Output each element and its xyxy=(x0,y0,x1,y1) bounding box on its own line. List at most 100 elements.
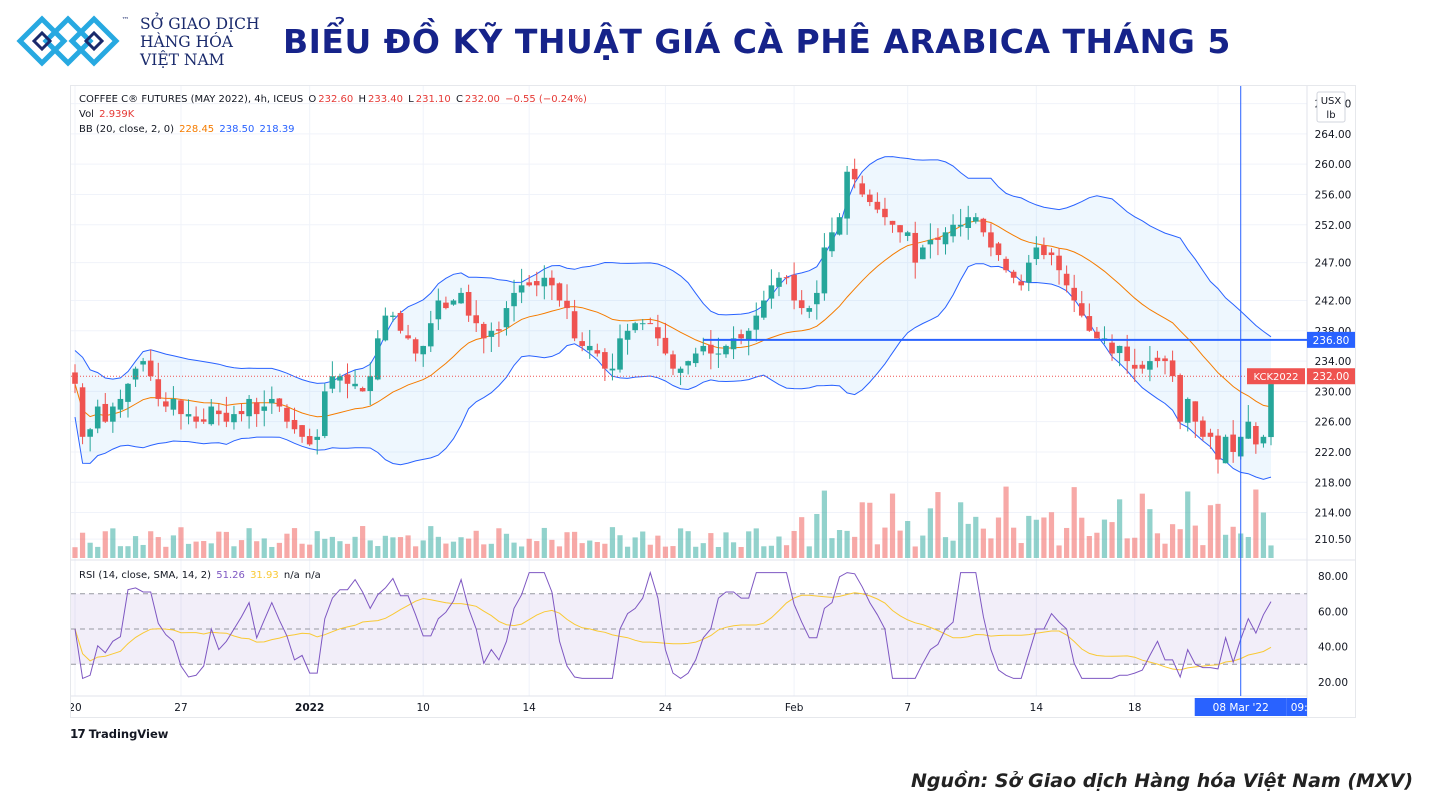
currency-label: USX xyxy=(1321,96,1342,107)
candle-body-46 xyxy=(420,345,427,355)
time-label-0: 20 xyxy=(71,702,82,714)
volume-bar-142 xyxy=(1147,509,1153,558)
volume-bar-44 xyxy=(405,535,411,558)
volume-bar-95 xyxy=(791,530,797,558)
candle-body-97 xyxy=(806,308,813,312)
volume-bar-128 xyxy=(1041,517,1047,558)
candle-body-93 xyxy=(776,277,782,287)
candle-body-60 xyxy=(526,282,532,286)
volume-bar-79 xyxy=(670,546,676,558)
volume-bar-71 xyxy=(609,527,616,558)
volume-bar-129 xyxy=(1048,512,1055,558)
candle-body-143 xyxy=(1154,357,1161,362)
volume-bar-50 xyxy=(450,541,457,558)
last-price-bg xyxy=(1307,368,1355,385)
legend-h-label: H xyxy=(358,94,366,105)
volume-bar-145 xyxy=(1169,524,1176,558)
candle-body-71 xyxy=(609,368,616,371)
volume-bar-110 xyxy=(905,521,911,558)
price-tick-12: 260.00 xyxy=(1315,159,1352,171)
candle-body-55 xyxy=(488,330,495,337)
volume-bar-1 xyxy=(79,532,86,558)
volume-bar-31 xyxy=(307,544,313,558)
cursor-date: 08 Mar '22 xyxy=(1213,702,1269,714)
volume-bar-2 xyxy=(87,542,93,558)
candle-body-33 xyxy=(321,391,328,437)
candle-body-17 xyxy=(200,419,207,422)
candle-body-31 xyxy=(306,436,313,445)
logo-line-3: VIỆT NAM xyxy=(140,51,225,69)
candle-body-6 xyxy=(117,398,124,410)
volume-bar-0 xyxy=(72,547,78,558)
candle-body-53 xyxy=(473,315,479,324)
volume-bar-149 xyxy=(1200,545,1206,558)
candle-body-99 xyxy=(821,247,828,294)
candle-body-94 xyxy=(783,277,790,279)
candle-body-61 xyxy=(533,281,540,286)
rsi-tick-2: 60.00 xyxy=(1318,606,1348,618)
volume-bar-156 xyxy=(1253,489,1259,558)
volume-bar-7 xyxy=(125,546,131,558)
volume-bar-144 xyxy=(1162,543,1168,558)
volume-bar-119 xyxy=(973,516,979,558)
candle-body-70 xyxy=(602,352,608,369)
candle-body-16 xyxy=(193,416,199,422)
candle-body-102 xyxy=(844,171,850,219)
candle-body-34 xyxy=(329,376,336,389)
candle-body-141 xyxy=(1139,364,1146,369)
logo-line-1: SỞ GIAO DỊCH xyxy=(140,15,260,33)
candle-body-37 xyxy=(352,383,358,387)
volume-bar-51 xyxy=(458,537,464,558)
candle-body-133 xyxy=(1078,303,1085,316)
candle-body-119 xyxy=(972,217,979,222)
candle-body-15 xyxy=(185,414,192,417)
candle-body-5 xyxy=(110,406,116,422)
tradingview-logo: 17 TradingView xyxy=(70,727,169,741)
volume-bar-28 xyxy=(284,533,290,558)
candle-body-86 xyxy=(723,345,729,355)
hline-label: 236.80 xyxy=(1313,335,1350,347)
volume-bar-18 xyxy=(208,543,214,558)
header: ™ SỞ GIAO DỊCH HÀNG HÓA VIỆT NAM BIỂU ĐỒ… xyxy=(0,0,1429,80)
candle-body-80 xyxy=(677,368,684,373)
candle-body-150 xyxy=(1207,432,1214,437)
candle-body-96 xyxy=(798,300,805,309)
chart-canvas[interactable]: 210.50 214.00 218.00 222.00 226.00 230.00 234.… xyxy=(71,86,1355,717)
candle-body-92 xyxy=(768,285,775,299)
candle-body-89 xyxy=(745,330,752,340)
volume-bar-80 xyxy=(677,528,684,558)
candle-body-25 xyxy=(261,406,268,411)
candle-body-10 xyxy=(147,360,154,377)
volume-bar-112 xyxy=(920,535,926,558)
candle-body-136 xyxy=(1101,338,1108,340)
legend-rsi-label: RSI (14, close, SMA, 14, 2) xyxy=(79,570,212,581)
tradingview-chart[interactable]: 210.50 214.00 218.00 222.00 226.00 230.00 234.… xyxy=(70,85,1356,718)
price-tick-1: 214.00 xyxy=(1315,508,1352,520)
candle-body-104 xyxy=(859,183,866,195)
candle-body-139 xyxy=(1124,346,1130,362)
candle-body-134 xyxy=(1086,316,1093,331)
volume-bar-66 xyxy=(571,531,578,558)
legend-o-label: O xyxy=(308,94,317,105)
candle-body-1 xyxy=(79,387,86,437)
volume-bar-84 xyxy=(708,533,714,558)
candle-body-7 xyxy=(125,383,131,402)
rsi-tick-1: 40.00 xyxy=(1318,642,1348,654)
candle-body-148 xyxy=(1192,401,1199,422)
legend-c-label: C xyxy=(455,94,463,105)
candle-body-54 xyxy=(480,323,487,339)
legend-vol-label: Vol xyxy=(79,109,94,120)
volume-bar-140 xyxy=(1132,537,1138,558)
candle-body-118 xyxy=(965,217,972,228)
volume-bar-132 xyxy=(1071,487,1077,558)
volume-bar-21 xyxy=(231,546,237,558)
volume-bar-86 xyxy=(723,532,729,558)
candle-body-113 xyxy=(927,239,934,245)
candle-body-127 xyxy=(1033,247,1040,260)
volume-bar-130 xyxy=(1056,545,1062,558)
volume-bar-96 xyxy=(799,517,805,558)
volume-bar-111 xyxy=(912,546,918,558)
candle-body-11 xyxy=(155,379,162,399)
currency-box xyxy=(1316,91,1346,123)
candle-body-140 xyxy=(1131,364,1138,369)
